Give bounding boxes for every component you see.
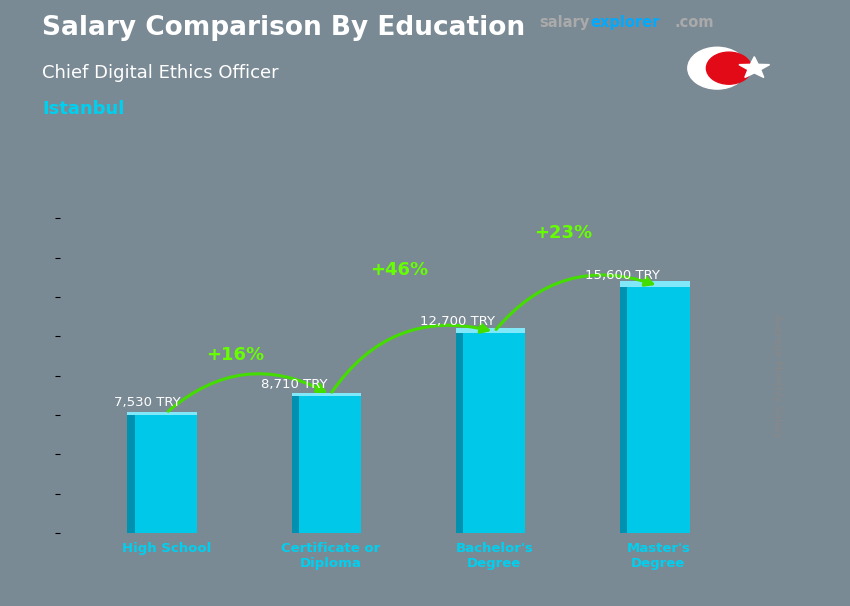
Circle shape [706,52,751,84]
Text: +23%: +23% [534,224,592,242]
Bar [128,411,197,415]
Text: Salary Comparison By Education: Salary Comparison By Education [42,15,525,41]
Bar [456,333,463,533]
Bar [292,396,299,533]
Text: 15,600 TRY: 15,600 TRY [585,269,660,282]
Bar [620,281,689,287]
Bar [292,393,361,396]
Bar [620,287,627,533]
Text: Istanbul: Istanbul [42,100,125,118]
Bar [299,396,361,533]
Bar [627,287,689,533]
Text: 12,700 TRY: 12,700 TRY [421,315,496,328]
Circle shape [688,47,746,89]
Text: +16%: +16% [206,346,264,364]
Bar [135,415,197,533]
Text: 8,710 TRY: 8,710 TRY [261,378,328,390]
Bar [456,328,525,333]
Text: salary: salary [540,15,590,30]
Y-axis label: Average Monthly Salary: Average Monthly Salary [772,314,782,438]
Text: explorer: explorer [591,15,660,30]
Bar [463,333,525,533]
Polygon shape [739,57,769,78]
Text: 7,530 TRY: 7,530 TRY [114,396,180,409]
Text: .com: .com [674,15,713,30]
Text: Chief Digital Ethics Officer: Chief Digital Ethics Officer [42,64,279,82]
Bar [128,415,135,533]
Text: +46%: +46% [370,261,428,279]
